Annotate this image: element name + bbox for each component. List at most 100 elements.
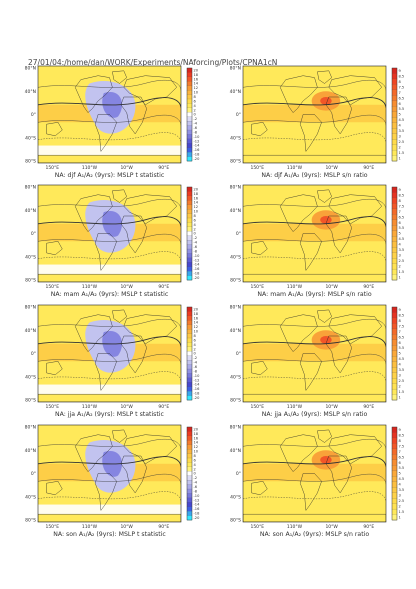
coastline [123,314,177,345]
colorbar-swatch [186,125,193,131]
colorbar-swatch [186,395,193,401]
colorbar-swatch [186,143,193,149]
coastline [120,335,147,374]
colorbar-label: 9 [399,428,402,432]
colorbar-label: -20 [194,516,201,520]
lat-tick-label: 80°S [25,398,36,404]
colorbar-frame [186,426,193,521]
coastline [328,75,382,106]
colorbar-label: 4.5 [399,237,405,241]
colorbar-label: 8 [194,454,197,458]
lat-tick-label: 0° [31,351,36,357]
colorbar-frame [186,186,193,281]
colorbar-swatch [391,89,398,96]
peak-ratio-region [320,456,332,464]
colorbar-label: 14 [194,82,199,86]
map-frame [242,65,387,164]
colorbar-label: -4 [194,361,198,365]
coastline [123,75,177,106]
lat-tick-label: 40°N [25,89,36,95]
colorbar-swatch [186,244,193,250]
colorbar-swatch [186,364,193,370]
lat-tick-label: 40°N [230,328,241,334]
colorbar-swatch [391,111,398,118]
contour-line [38,97,181,108]
colorbar-label: -20 [194,276,201,280]
colorbar-label: 2.5 [399,499,405,503]
colorbar-swatch [186,453,193,459]
lat-tick-label: 40°S [25,254,36,260]
lon-tick-label: 150°E [45,284,59,290]
colorbar-label: -16 [194,387,201,391]
lat-tick-label: 0° [31,471,36,477]
colorbar-swatch [391,219,398,226]
lon-tick-label: 90°E [363,165,374,171]
map-panel: 80°N 40°N 0° 40°S 80°S 150°E 110°W 10°W 90°ENA: … [230,185,405,299]
coastline [38,514,181,522]
coastline [112,70,127,84]
colorbar: 20181614121086420-2-4-6-8-10-12-14-16-18… [186,306,201,401]
colorbar-frame [391,426,398,521]
lat-tick-label: 40°S [25,135,36,141]
lat-tick-label: 80°S [25,518,36,524]
figure-path-header: 27/01/04:/home/dan/WORK/Experiments/NAfo… [28,58,278,67]
coastline [251,241,268,256]
tropical-band [243,104,386,123]
map-frame [242,184,387,283]
lat-tick-label: 80°S [230,159,241,165]
colorbar-label: -4 [194,481,198,485]
colorbar-label: 16 [194,316,199,320]
colorbar-swatch [186,209,193,214]
lat-tick-label: 80°N [25,305,36,311]
colorbar-swatch [186,67,193,73]
colorbar-label: 8 [194,214,197,218]
coastline [325,215,352,254]
colorbar-label: 6 [194,338,197,342]
colorbar-swatch [391,186,398,193]
colorbar-swatch [186,103,193,109]
colorbar-label: 9 [399,188,402,192]
colorbar-swatch [391,356,398,363]
colorbar-swatch [186,346,193,352]
colorbar-swatch [186,506,193,512]
colorbar-swatch [391,155,398,162]
contour-line [38,371,181,382]
contour-line [38,199,181,210]
colorbar-label: 16 [194,196,199,200]
panel-caption: NA: son A₁/A₂ (9yrs): MSLP s/n ratio [260,531,370,538]
colorbar-label: 4 [194,223,197,227]
colorbar-swatch [186,435,193,441]
colorbar-swatch [391,268,398,275]
colorbar-swatch [186,324,193,330]
colorbar-label: 10 [194,450,199,454]
lon-tick-label: 10°W [120,284,133,290]
colorbar-swatch [186,488,193,494]
colorbar-label: -12 [194,378,200,382]
colorbar-label: -8 [194,369,198,373]
colorbar-label: 8 [399,199,402,203]
colorbar-label: 5 [399,352,401,356]
lon-tick-label: 10°W [325,165,338,171]
peak-ratio-region [320,216,332,224]
colorbar-label: -14 [194,263,201,267]
lon-tick-label: 150°E [45,165,59,171]
contour-line [243,114,386,126]
colorbar-swatch [391,258,398,264]
colorbar-label: 1.5 [399,390,405,394]
contour-line [243,456,386,467]
contour-line [243,216,386,227]
panel-caption: NA: jja A₁/A₂ (9yrs): MSLP s/n ratio [262,411,368,418]
colorbar-label: 4 [399,124,402,128]
colorbar-swatch [186,85,193,91]
colorbar-swatch [391,378,398,384]
colorbar-swatch [391,100,398,107]
colorbar-label: -4 [194,241,198,245]
lat-tick-label: 80°S [25,278,36,284]
colorbar-swatch [186,471,193,477]
contour-line [243,336,386,347]
colorbar-label: 10 [194,330,199,334]
colorbar-label: 4 [399,243,402,247]
lon-tick-label: 110°W [287,284,303,290]
colorbar-label: -10 [194,494,201,498]
